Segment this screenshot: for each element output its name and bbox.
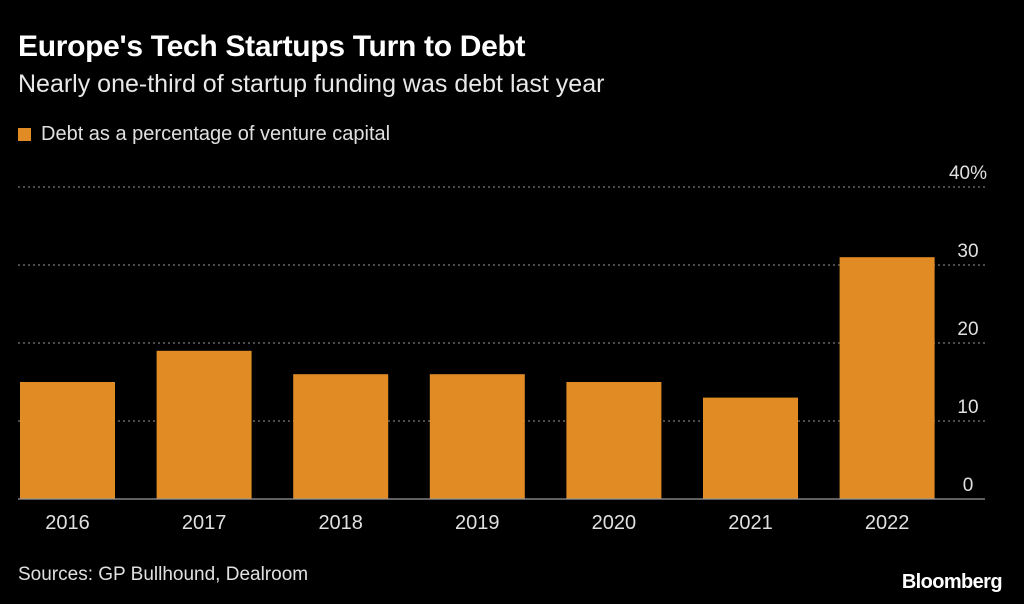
bar-2019 [429,374,525,499]
bloomberg-logo: Bloomberg [901,571,1003,593]
bar-chart: 0 10 20 30 40% 2016 2017 2018 2019 2020 2021 2022 [18,163,987,534]
bar-2021 [703,397,798,499]
y-tick-label-30: 30 [957,241,978,262]
x-tick-label-2017: 2017 [182,512,227,534]
legend: Debt as a percentage of venture capital [18,123,390,146]
bar-2018 [293,374,389,499]
x-tick-label-2022: 2022 [865,512,910,534]
legend-label: Debt as a percentage of venture capital [41,123,391,145]
y-tick-label-20: 20 [957,319,978,340]
legend-swatch [18,128,31,141]
bar-2022 [839,257,935,499]
x-tick-label-2016: 2016 [45,512,90,534]
x-tick-label-2020: 2020 [592,512,637,534]
x-tick-label-2021: 2021 [728,512,773,534]
chart-subtitle: Nearly one-third of startup funding was … [18,70,605,98]
bar-2017 [156,350,252,499]
y-tick-label-0: 0 [963,475,974,496]
chart-title: Europe's Tech Startups Turn to Debt [18,30,526,63]
y-tick-label-40: 40% [949,163,987,184]
bar-2016 [20,382,115,499]
x-tick-label-2019: 2019 [455,512,500,534]
source-note: Sources: GP Bullhound, Dealroom [18,564,309,585]
x-tick-label-2018: 2018 [318,512,363,534]
bar-2020 [566,382,662,499]
y-tick-label-10: 10 [957,397,978,418]
